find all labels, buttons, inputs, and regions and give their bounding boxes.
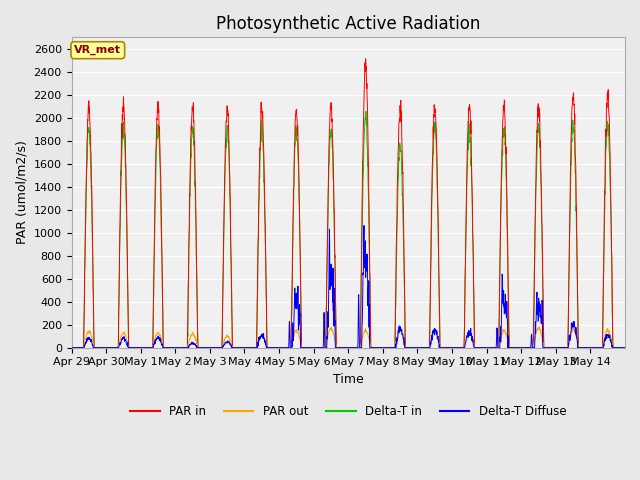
Title: Photosynthetic Active Radiation: Photosynthetic Active Radiation [216, 15, 481, 33]
Legend: PAR in, PAR out, Delta-T in, Delta-T Diffuse: PAR in, PAR out, Delta-T in, Delta-T Dif… [125, 400, 571, 422]
Text: VR_met: VR_met [74, 45, 122, 55]
Y-axis label: PAR (umol/m2/s): PAR (umol/m2/s) [15, 141, 28, 244]
X-axis label: Time: Time [333, 373, 364, 386]
